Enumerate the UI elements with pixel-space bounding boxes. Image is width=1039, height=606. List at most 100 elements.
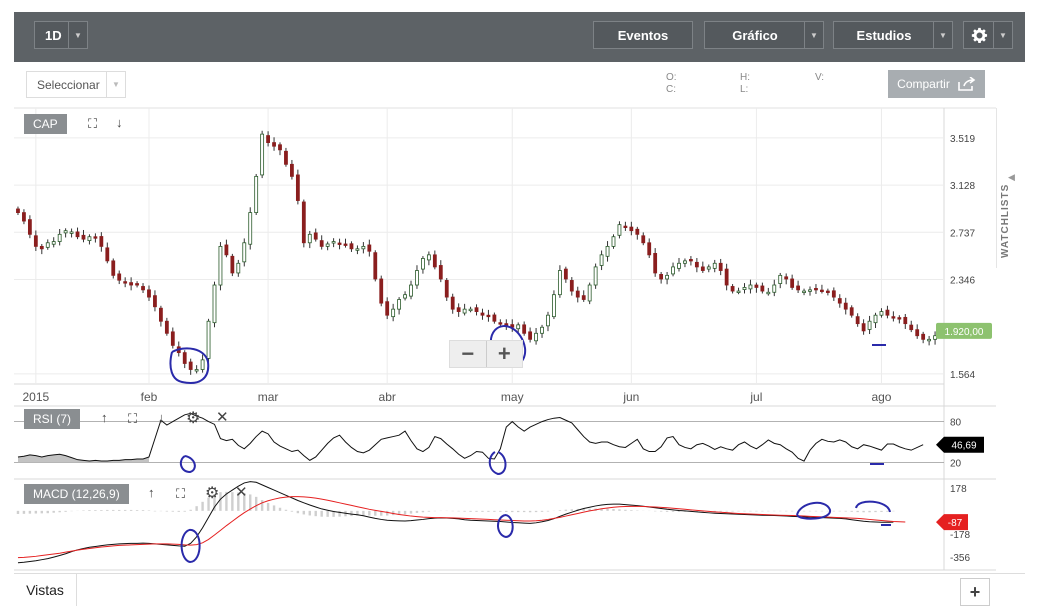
candle — [791, 275, 794, 290]
macd-histogram-bar — [172, 511, 174, 512]
candle-body — [201, 360, 204, 370]
candle — [588, 283, 591, 304]
candle — [219, 242, 222, 290]
macd-histogram-bar — [267, 503, 269, 511]
y-tick-label: 3.519 — [950, 134, 975, 145]
candle — [660, 272, 663, 284]
candle — [421, 256, 424, 274]
arrow-up-icon[interactable]: ↑ — [148, 485, 155, 500]
candle — [677, 258, 680, 272]
watchlists-tab[interactable]: WATCHLISTS ◀ — [996, 108, 1027, 268]
candle-body — [267, 136, 270, 143]
macd-histogram-bar — [53, 511, 55, 513]
zoom-in-button[interactable]: + — [486, 341, 523, 367]
candle — [552, 290, 555, 319]
candle — [356, 245, 359, 254]
macd-histogram-bar — [505, 511, 507, 512]
y-tick-label: 2.737 — [950, 228, 975, 239]
candle-body — [124, 282, 127, 284]
expand-icon[interactable]: ⛶ — [176, 486, 185, 502]
rsi-line — [18, 413, 923, 461]
candle — [70, 229, 73, 238]
candle-body — [344, 244, 347, 246]
candle-body — [58, 234, 61, 241]
macd-histogram-bar — [523, 511, 525, 512]
price-panel-label[interactable]: CAP — [24, 114, 67, 134]
candle — [874, 313, 877, 328]
candle-body — [487, 315, 490, 317]
candle-body — [380, 279, 383, 303]
price-panel-label-text: CAP — [33, 117, 58, 131]
macd-histogram-bar — [201, 502, 203, 511]
candle-body — [541, 327, 544, 333]
macd-histogram-bar — [47, 511, 49, 513]
candle-body — [558, 271, 561, 295]
candle — [666, 272, 669, 284]
candle — [433, 251, 436, 270]
candle-body — [624, 226, 627, 228]
rsi-panel-label[interactable]: RSI (7) — [24, 409, 80, 429]
close-icon[interactable]: ✕ — [235, 483, 248, 501]
candle-body — [296, 175, 299, 201]
candle — [279, 142, 282, 155]
macd-histogram-bar — [886, 511, 888, 512]
macd-histogram-bar — [106, 510, 108, 511]
gear-icon[interactable]: ⚙ — [186, 408, 200, 428]
candle-body — [880, 312, 883, 316]
macd-histogram-bar — [845, 511, 847, 512]
candle — [225, 240, 228, 258]
candle-body — [165, 321, 168, 333]
candle-body — [612, 237, 615, 247]
candle — [743, 283, 746, 293]
candle — [683, 258, 686, 267]
candle-body — [112, 261, 115, 275]
macd-histogram-bar — [666, 511, 668, 512]
zoom-out-button[interactable]: − — [450, 341, 486, 367]
candle-body — [546, 315, 549, 326]
candle — [392, 304, 395, 321]
candle — [725, 264, 728, 291]
candle — [523, 321, 526, 335]
candle — [493, 313, 496, 324]
arrow-down-icon[interactable]: ↓ — [116, 115, 123, 130]
candle-body — [874, 315, 877, 322]
candle — [267, 131, 270, 146]
macd-histogram-bar — [124, 510, 126, 511]
hand-drawn-annotations — [170, 326, 891, 562]
candle-body — [892, 317, 895, 319]
candle — [648, 238, 651, 258]
candle — [165, 318, 168, 336]
candle-body — [415, 271, 418, 285]
macd-histogram-bar — [660, 511, 662, 512]
macd-histogram-bar — [475, 511, 477, 512]
candle-body — [767, 292, 770, 294]
macd-histogram-bar — [320, 511, 322, 517]
candle-body — [683, 261, 686, 263]
expand-icon[interactable]: ⛶ — [128, 411, 137, 427]
candle-body — [171, 332, 174, 346]
candle — [314, 229, 317, 242]
arrow-down-icon[interactable]: ↓ — [158, 410, 165, 425]
candle-body — [606, 246, 609, 256]
add-view-button[interactable]: + — [960, 578, 990, 606]
candle — [707, 265, 710, 273]
candle-body — [701, 267, 704, 271]
candle-body — [82, 235, 85, 239]
gear-icon[interactable]: ⚙ — [205, 483, 219, 503]
macd-tick-label: -356 — [950, 553, 970, 564]
macd-histogram-bar — [481, 511, 483, 512]
candle — [398, 297, 401, 314]
macd-histogram-bar — [41, 511, 43, 513]
candle — [928, 336, 931, 345]
macd-panel-label[interactable]: MACD (12,26,9) — [24, 484, 129, 504]
expand-icon[interactable]: ⛶ — [88, 116, 97, 132]
macd-histogram-bar — [422, 511, 424, 512]
close-icon[interactable]: ✕ — [216, 408, 229, 426]
candle-body — [421, 258, 424, 269]
candle-body — [803, 291, 806, 293]
candle — [88, 234, 91, 244]
views-tab[interactable]: Vistas — [14, 574, 77, 606]
candle — [803, 289, 806, 296]
arrow-up-icon[interactable]: ↑ — [101, 410, 108, 425]
